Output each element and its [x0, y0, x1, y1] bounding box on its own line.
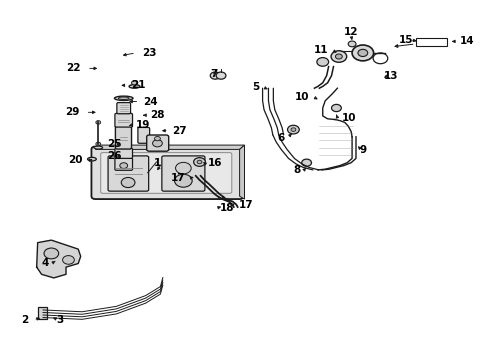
Circle shape — [210, 72, 220, 79]
Circle shape — [357, 49, 367, 57]
Text: 29: 29 — [65, 107, 79, 117]
Text: 16: 16 — [207, 158, 222, 168]
FancyBboxPatch shape — [138, 127, 149, 143]
FancyBboxPatch shape — [38, 307, 47, 319]
Text: 28: 28 — [150, 110, 165, 120]
Text: 22: 22 — [66, 63, 81, 73]
Circle shape — [62, 256, 74, 264]
Text: 13: 13 — [383, 71, 398, 81]
Text: 4: 4 — [41, 258, 49, 268]
Text: 17: 17 — [171, 173, 185, 183]
Circle shape — [120, 163, 127, 168]
Text: 3: 3 — [56, 315, 63, 325]
FancyBboxPatch shape — [115, 113, 132, 127]
Polygon shape — [239, 145, 244, 199]
Text: 5: 5 — [251, 82, 259, 92]
FancyBboxPatch shape — [101, 153, 231, 193]
Text: 10: 10 — [294, 92, 309, 102]
Circle shape — [331, 104, 341, 112]
FancyBboxPatch shape — [91, 147, 243, 199]
FancyBboxPatch shape — [108, 156, 148, 191]
FancyBboxPatch shape — [115, 158, 132, 170]
Text: 17: 17 — [238, 200, 253, 210]
Ellipse shape — [129, 85, 140, 88]
Polygon shape — [95, 145, 244, 149]
FancyBboxPatch shape — [115, 148, 132, 158]
Circle shape — [96, 142, 101, 146]
Text: 6: 6 — [277, 133, 284, 143]
Text: 27: 27 — [172, 126, 186, 136]
FancyBboxPatch shape — [162, 156, 204, 191]
Circle shape — [174, 174, 192, 187]
Text: 18: 18 — [220, 203, 234, 213]
Text: 7: 7 — [209, 69, 217, 79]
Circle shape — [152, 140, 162, 147]
Text: 10: 10 — [341, 113, 355, 123]
Text: 15: 15 — [398, 35, 412, 45]
Ellipse shape — [114, 96, 133, 100]
FancyBboxPatch shape — [117, 103, 130, 114]
Circle shape — [131, 81, 137, 85]
Text: 20: 20 — [67, 155, 82, 165]
Ellipse shape — [94, 146, 102, 149]
Circle shape — [154, 136, 160, 141]
Circle shape — [330, 51, 346, 62]
Circle shape — [44, 248, 59, 259]
Circle shape — [197, 160, 202, 164]
Polygon shape — [37, 240, 81, 278]
Ellipse shape — [118, 97, 129, 100]
Circle shape — [216, 72, 225, 79]
Circle shape — [290, 128, 295, 131]
Circle shape — [96, 121, 101, 124]
Circle shape — [287, 125, 299, 134]
Text: 11: 11 — [313, 45, 328, 55]
Text: 23: 23 — [142, 48, 156, 58]
Circle shape — [351, 45, 373, 61]
Text: 12: 12 — [343, 27, 358, 37]
FancyBboxPatch shape — [146, 135, 168, 151]
Text: 14: 14 — [459, 36, 473, 46]
Text: 1: 1 — [154, 158, 161, 168]
Text: 9: 9 — [359, 145, 366, 156]
Text: 25: 25 — [106, 139, 121, 149]
Ellipse shape — [87, 157, 96, 161]
FancyBboxPatch shape — [415, 38, 446, 46]
Circle shape — [175, 162, 191, 174]
Circle shape — [316, 58, 328, 66]
Circle shape — [335, 54, 342, 59]
Text: 8: 8 — [293, 165, 300, 175]
Text: 2: 2 — [21, 315, 28, 325]
Text: 26: 26 — [106, 150, 121, 161]
Text: 21: 21 — [131, 80, 145, 90]
Circle shape — [121, 177, 135, 188]
Circle shape — [301, 159, 311, 166]
Circle shape — [193, 158, 205, 166]
Text: 24: 24 — [142, 96, 157, 107]
FancyBboxPatch shape — [115, 126, 131, 149]
Circle shape — [347, 41, 355, 47]
Text: 19: 19 — [136, 120, 150, 130]
